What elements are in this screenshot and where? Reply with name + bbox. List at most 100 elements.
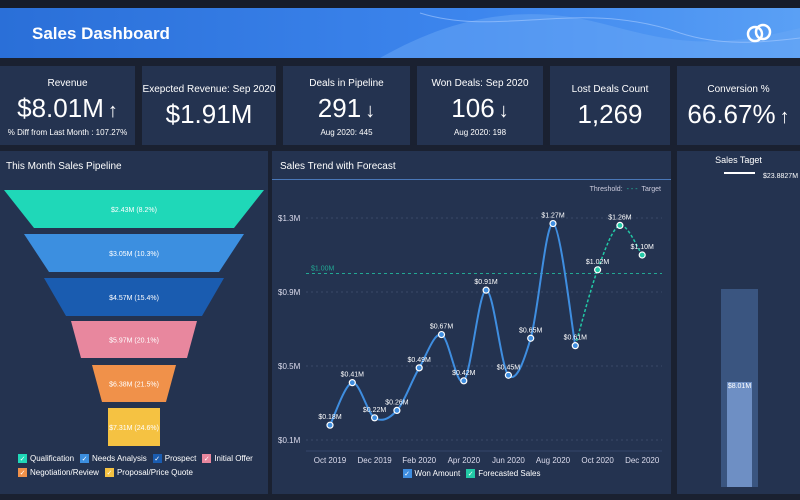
legend-label: Initial Offer (214, 454, 253, 463)
data-label: $1.26M (608, 214, 632, 221)
kpi-sub: % Diff from Last Month : 107.27% (7, 128, 128, 137)
checkbox-icon: ✓ (80, 454, 90, 463)
legend-item[interactable]: ✓ Negotiation/Review (18, 468, 99, 477)
checkbox-icon: ✓ (202, 454, 212, 463)
x-tick-label: Dec 2019 (357, 456, 392, 465)
kpi-label: Deals in Pipeline (309, 78, 384, 89)
data-point (393, 406, 401, 414)
kpi-label: Lost Deals Count (571, 84, 649, 95)
data-point (482, 286, 490, 294)
legend-label: Needs Analysis (92, 454, 147, 463)
legend-label: Forecasted Sales (478, 469, 541, 478)
data-point (616, 221, 624, 229)
panel-divider (272, 179, 671, 180)
funnel-panel: This Month Sales Pipeline $2.43M (8.2%) $… (0, 151, 268, 494)
funnel-stage-label: $2.43M (8.2%) (111, 207, 157, 214)
data-label: $0.49M (408, 357, 432, 364)
threshold-legend-name: Target (641, 186, 661, 193)
funnel-chart: $2.43M (8.2%) $3.05M (10.3%) $4.57M (15.4%… (4, 190, 264, 446)
checkbox-icon: ✓ (152, 454, 162, 463)
legend-item[interactable]: ✓ Needs Analysis (80, 454, 147, 463)
x-tick-label: Apr 2020 (448, 456, 481, 465)
data-point (593, 266, 602, 274)
forecast-line (574, 224, 643, 346)
kpi-value: 106 (451, 93, 495, 123)
funnel-stage (92, 365, 176, 402)
data-label: $0.65M (519, 327, 543, 334)
funnel-stage (44, 278, 224, 316)
data-label: $0.41M (341, 372, 365, 379)
funnel-legend: ✓ Qualification ✓ Needs Analysis ✓ Prospect ✓ I… (18, 454, 268, 477)
threshold-label: $1.00M (311, 266, 335, 273)
legend-item[interactable]: ✓ Proposal/Price Quote (104, 468, 193, 477)
data-point (527, 334, 535, 342)
data-label: $1.27M (541, 213, 565, 220)
top-strip (0, 0, 800, 8)
data-point (348, 379, 356, 387)
y-tick-label: $0.5M (278, 362, 301, 371)
legend-forecasted-sales[interactable]: ✓ Forecasted Sales (466, 469, 540, 478)
panel-title: This Month Sales Pipeline (6, 161, 122, 172)
checkbox-icon: ✓ (402, 469, 412, 478)
kpi-sub: Aug 2020: 445 (320, 128, 373, 137)
dashed-line-icon: - - - (626, 186, 638, 193)
data-label: $1.10M (631, 244, 655, 251)
legend-item[interactable]: ✓ Initial Offer (202, 454, 253, 463)
arrow-down-icon: ↓ (498, 100, 509, 122)
kpi-value: 66.67% (687, 99, 776, 129)
data-label: $0.22M (363, 407, 387, 414)
legend-item[interactable]: ✓ Prospect (152, 454, 196, 463)
target-marker (724, 172, 755, 174)
funnel-stage-label: $4.57M (15.4%) (109, 295, 159, 302)
kpi-label: Revenue (47, 78, 88, 89)
checkbox-icon: ✓ (18, 454, 27, 463)
threshold-legend-title: Threshold: (589, 186, 623, 193)
kpi-sub: Aug 2020: 198 (453, 128, 507, 137)
data-label: $0.42M (452, 370, 476, 377)
kpi-value: $1.91M (165, 99, 253, 129)
kpi-label: Conversion % (707, 84, 770, 95)
data-label: $0.67M (430, 324, 454, 331)
kpi-value: $8.01M (17, 93, 104, 123)
funnel-stage-label: $3.05M (10.3%) (109, 251, 159, 258)
data-point (504, 371, 512, 379)
funnel-stage-label: $6.38M (21.5%) (109, 382, 159, 389)
y-tick-label: $1.3M (278, 214, 301, 223)
arrow-up-icon: ↑ (107, 100, 118, 122)
trend-panel: Sales Trend with Forecast Threshold: - -… (272, 151, 671, 494)
target-label: $23.8827M (763, 173, 799, 180)
kpi-deals-pipeline: Deals in Pipeline 291 ↓ Aug 2020: 445 (283, 66, 410, 145)
legend-item[interactable]: ✓ Qualification (18, 454, 74, 463)
x-tick-label: Feb 2020 (402, 456, 436, 465)
header: Sales Dashboard (0, 8, 800, 58)
legend-won-amount[interactable]: ✓ Won Amount (402, 469, 461, 478)
legend-label: Won Amount (414, 469, 461, 478)
kpi-label: Exepcted Revenue: Sep 2020 (142, 84, 276, 95)
data-point (549, 219, 557, 228)
actual-label: $8.01M (727, 383, 752, 391)
data-point (326, 421, 334, 429)
x-tick-label: Jun 2020 (492, 456, 525, 465)
kpi-lost-deals: Lost Deals Count 1,269 (550, 66, 670, 145)
funnel-stage (4, 190, 264, 228)
checkbox-icon: ✓ (104, 468, 114, 477)
y-tick-label: $0.1M (278, 436, 301, 445)
funnel-stage (24, 234, 244, 272)
checkbox-icon: ✓ (18, 468, 27, 477)
kpi-expected-revenue: Exepcted Revenue: Sep 2020 $1.91M (142, 66, 276, 145)
panel-title: Sales Trend with Forecast (280, 161, 396, 172)
funnel-stage-label: $7.31M (24.6%) (109, 425, 159, 432)
funnel-stage-label: $5.97M (20.1%) (109, 338, 159, 345)
data-point (437, 330, 446, 339)
kpi-label: Won Deals: Sep 2020 (431, 78, 529, 89)
x-tick-label: Aug 2020 (536, 456, 571, 465)
data-label: $0.18M (318, 414, 342, 421)
linked-rings-icon (746, 23, 772, 43)
page-title: Sales Dashboard (32, 24, 170, 43)
x-tick-label: Oct 2019 (314, 456, 347, 465)
data-label: $0.91M (474, 279, 498, 286)
x-tick-label: Dec 2020 (625, 456, 660, 465)
actual-bar (727, 382, 752, 487)
arrow-up-icon: ↑ (779, 106, 790, 128)
data-point (571, 342, 579, 350)
